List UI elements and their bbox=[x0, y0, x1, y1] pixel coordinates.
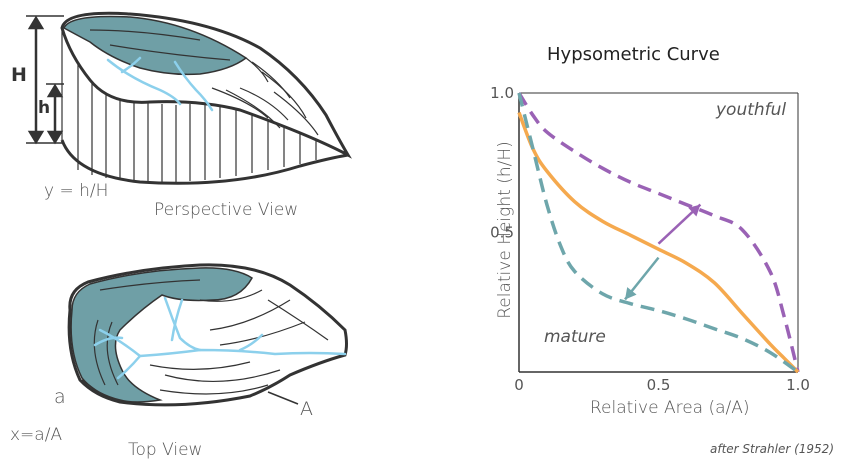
h-dimension-arrow bbox=[46, 83, 64, 145]
teal-headwater-zone bbox=[63, 15, 248, 76]
top-view bbox=[67, 263, 348, 407]
perspective-streams bbox=[106, 56, 214, 112]
y-tick-label: 1.0 bbox=[490, 84, 514, 102]
a-label: a bbox=[54, 386, 66, 408]
hypsometric-chart: 0 0.5 1.0 0.5 1.0 bbox=[490, 84, 810, 394]
trend-arrow-head-0 bbox=[688, 204, 701, 217]
perspective-view bbox=[26, 11, 352, 185]
chart-title: Hypsometric Curve bbox=[547, 44, 720, 65]
youthful-annotation: youthful bbox=[716, 100, 787, 120]
perspective-caption: Perspective View bbox=[154, 200, 299, 220]
perspective-contours bbox=[89, 29, 319, 136]
series-line-curve-1 bbox=[517, 111, 800, 374]
y-formula: y = h/H bbox=[44, 181, 109, 201]
series-layer bbox=[517, 92, 800, 374]
series-line-youthful bbox=[517, 92, 800, 373]
mature-annotation: mature bbox=[544, 327, 606, 347]
H-dimension-arrow bbox=[26, 15, 64, 145]
top-view-caption: Top View bbox=[128, 440, 203, 460]
attribution: after Strahler (1952) bbox=[710, 442, 834, 456]
H-label: H bbox=[11, 64, 27, 86]
y-tick-label: 0.5 bbox=[490, 224, 514, 242]
a-pointer bbox=[81, 379, 99, 393]
A-pointer bbox=[267, 391, 299, 405]
x-tick-label: 0 bbox=[514, 376, 524, 394]
x-tick-label: 0.5 bbox=[647, 376, 671, 394]
base-outline bbox=[60, 139, 349, 185]
x-axis-label: Relative Area (a/A) bbox=[590, 398, 750, 418]
series-line-mature bbox=[517, 92, 800, 374]
tick-layer: 0 0.5 1.0 0.5 1.0 bbox=[490, 84, 810, 394]
h-label: h bbox=[38, 98, 51, 118]
top-view-teal-zone bbox=[70, 267, 253, 403]
x-tick-label: 1.0 bbox=[786, 376, 810, 394]
A-label: A bbox=[300, 398, 313, 420]
x-formula: x=a/A bbox=[10, 425, 63, 445]
trend-arrow-head-1 bbox=[625, 287, 637, 300]
top-view-streams bbox=[93, 296, 347, 380]
y-axis-label: Relative Height (h/H) bbox=[495, 141, 515, 319]
